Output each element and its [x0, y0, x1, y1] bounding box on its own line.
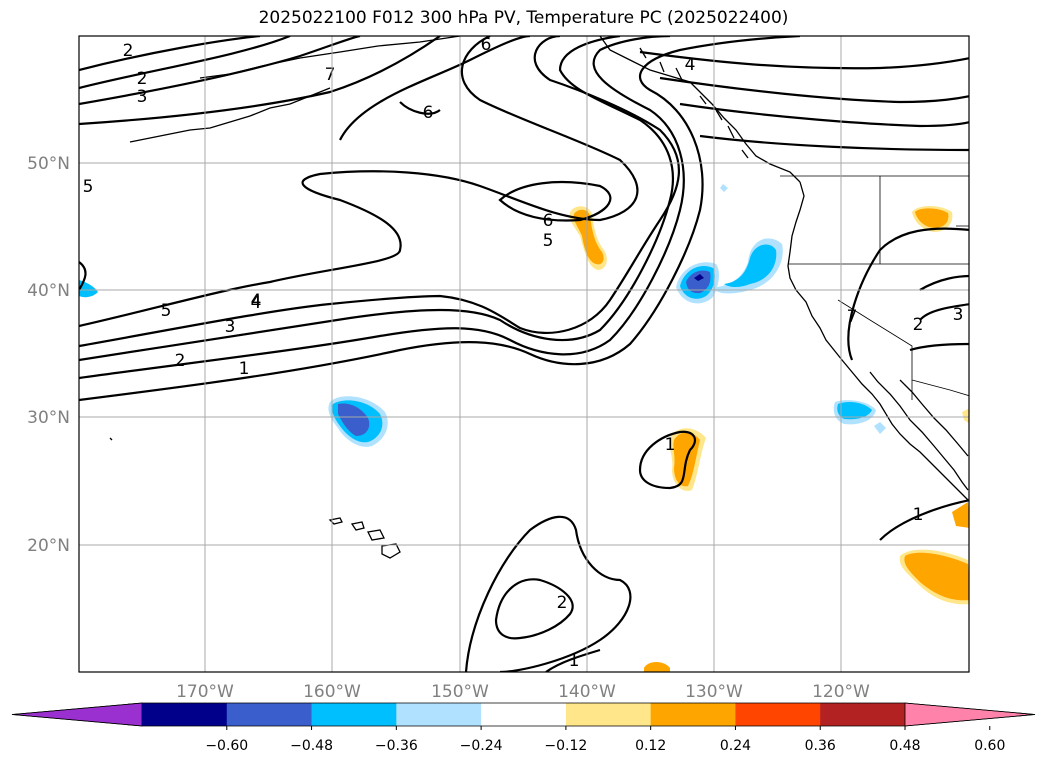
contour-label: 1 — [913, 505, 924, 525]
contour-label: 1 — [569, 651, 580, 671]
lon-label: 160°W — [303, 682, 361, 702]
map-frame — [78, 35, 970, 673]
colorbar-segment — [142, 703, 228, 726]
lat-label: 30°N — [27, 408, 70, 428]
contour-label: 2 — [913, 315, 924, 335]
contour-label: 5 — [83, 177, 94, 197]
colorbar-ticks: −0.60 −0.48 −0.36 −0.24 −0.12 0.12 0.24 0.36 0.4… — [205, 726, 1005, 754]
contour-label: 4 — [251, 293, 262, 313]
lat-label: 50°N — [27, 154, 70, 174]
lon-label: 170°W — [176, 682, 234, 702]
contour-label: 6 — [481, 35, 492, 55]
contour-label: 3 — [225, 317, 236, 337]
colorbar-segment — [650, 703, 736, 726]
colorbar-segment — [396, 703, 482, 726]
colorbar-segment — [565, 703, 652, 726]
colorbar-segment — [820, 703, 906, 726]
colorbar-tick-label: −0.12 — [544, 738, 587, 754]
colorbar-tick-label: −0.24 — [460, 738, 503, 754]
contour-label: 2 — [175, 351, 186, 371]
map-title: 2025022100 F012 300 hPa PV, Temperature … — [258, 8, 789, 28]
colorbar-tick-label: 0.12 — [635, 738, 666, 754]
contour-label: 4 — [685, 55, 696, 75]
contour-label: 4 — [251, 291, 262, 311]
contour-label: 3 — [137, 87, 148, 107]
lon-label: 130°W — [685, 682, 743, 702]
contour-labels: 2 2 3 5 6 7 4 6 6 5 4 1 7 2 3 5 4 3 2 1 … — [83, 35, 964, 671]
contour-label: 1 — [239, 359, 250, 379]
colorbar-tick-label: 0.48 — [889, 738, 920, 754]
contour-label: 2 — [123, 41, 134, 61]
coastlines — [109, 36, 969, 559]
colorbar-tick-label: −0.48 — [290, 738, 333, 754]
contour-label: 5 — [161, 301, 172, 321]
lat-labels: 50°N 40°N 30°N 20°N — [27, 154, 70, 556]
gridlines — [79, 36, 969, 672]
contour-label: 6 — [423, 103, 434, 123]
colorbar-extend-max — [904, 702, 1036, 727]
contour-label: 7 — [847, 307, 858, 327]
colorbar-segment — [226, 703, 313, 726]
contour-label: 1 — [665, 435, 676, 455]
contour-label: 2 — [557, 593, 568, 613]
colorbar-segment — [311, 703, 397, 726]
contour-label: 3 — [953, 305, 964, 325]
colorbar-tick-label: 0.36 — [805, 738, 836, 754]
lon-labels: 170°W 160°W 150°W 140°W 130°W 120°W — [176, 682, 870, 702]
colorbar-segment — [735, 703, 821, 726]
colorbar-tick-label: −0.60 — [205, 738, 248, 754]
lat-label: 20°N — [27, 536, 70, 556]
colorbar-tick-label: −0.36 — [375, 738, 418, 754]
colorbar-tick-label: 0.24 — [720, 738, 751, 754]
lon-label: 140°W — [558, 682, 616, 702]
colorbar-tick-label: 0.60 — [974, 738, 1005, 754]
contour-label: 7 — [325, 65, 336, 85]
lon-label: 120°W — [812, 682, 870, 702]
lat-label: 40°N — [27, 281, 70, 301]
colorbar-outline — [11, 702, 1036, 727]
contour-label: 6 — [543, 211, 554, 231]
shaded-anomalies — [79, 184, 969, 672]
pv-contours — [79, 36, 969, 672]
contour-label: 5 — [543, 231, 554, 251]
colorbar-segment — [481, 703, 567, 726]
colorbar — [11, 702, 1036, 727]
lon-label: 150°W — [431, 682, 489, 702]
colorbar-extend-min — [11, 702, 143, 727]
contour-label: 2 — [137, 69, 148, 89]
